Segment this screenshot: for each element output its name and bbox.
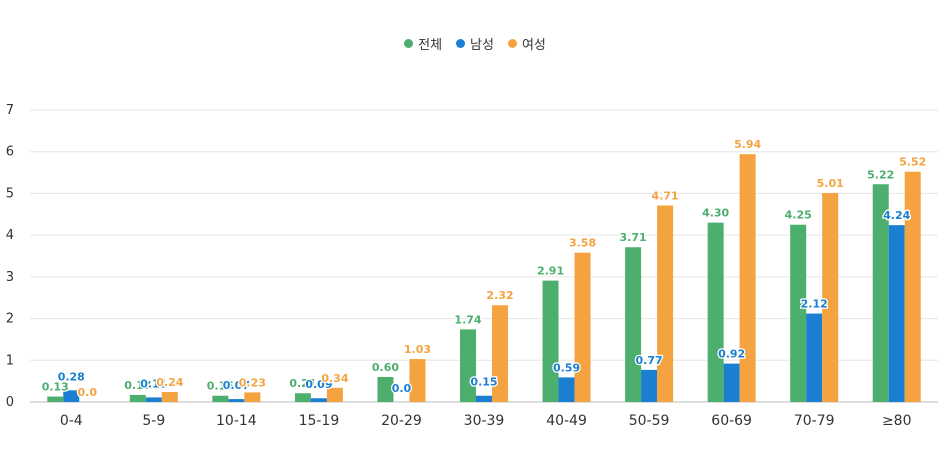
bar[interactable] [244,392,261,402]
data-label: 5.01 [817,177,844,190]
bar[interactable] [460,329,476,402]
data-label: 1.74 [454,313,481,326]
bar[interactable] [822,193,839,402]
y-tick-label: 5 [6,186,14,201]
bar[interactable] [739,154,756,402]
bar[interactable] [657,205,674,402]
bars [47,154,921,402]
bar[interactable] [145,397,162,402]
legend-swatch-male [456,39,466,48]
y-tick-label: 6 [6,145,14,160]
bar[interactable] [707,222,724,402]
x-tick-label: 30-39 [464,413,505,429]
y-tick-label: 0 [6,395,14,410]
bar[interactable] [326,387,343,402]
data-labels: 0.130.280.00.170.110.24 0.150.070.23 0.210… [40,137,927,400]
bar[interactable] [492,305,508,402]
y-tick-label: 1 [6,353,14,368]
data-label: 0.60 [372,361,399,374]
bar[interactable] [409,359,426,402]
data-label: 0.23 [239,376,266,389]
bar[interactable] [161,391,178,402]
data-label: 1.03 [404,343,431,356]
data-label: 4.71 [652,190,679,203]
data-label: 4.24 [883,209,910,222]
data-label: 0.11 [140,377,167,390]
bar[interactable] [228,399,245,402]
data-label: 5.22 [867,168,894,181]
x-tick-label: 50-59 [629,413,670,429]
data-label: 0.15 [207,380,234,393]
data-label: 3.71 [620,231,647,244]
legend-swatch-female [507,39,517,48]
data-label: 0.77 [636,354,663,367]
data-label: 0.34 [321,372,348,385]
y-axis: 0 1 2 3 4 5 6 7 [6,103,14,410]
data-label: 0.0 [78,386,98,399]
chart-legend: 전체 남성 여성 [0,34,950,53]
bar[interactable] [63,390,80,402]
bar[interactable] [625,247,642,402]
bar[interactable] [476,395,492,402]
bar[interactable] [806,313,823,402]
data-label: 0.24 [156,376,183,389]
bar[interactable] [377,376,394,402]
legend-swatch-total [404,39,414,48]
x-tick-label: 20-29 [381,413,422,429]
data-label: 0.13 [42,381,69,394]
y-tick-label: 7 [6,103,14,118]
legend-item-female[interactable]: 여성 [507,34,546,53]
bar[interactable] [542,280,559,402]
y-tick-label: 4 [6,228,14,243]
legend-label-male: 남성 [470,38,494,53]
bar[interactable] [294,393,311,402]
data-label: 5.52 [899,156,926,169]
bar[interactable] [904,171,921,402]
data-label: 2.32 [486,289,513,302]
bar[interactable] [641,369,658,402]
legend-label-total: 전체 [418,38,443,53]
y-tick-label: 2 [6,312,14,327]
bar[interactable] [723,363,740,402]
x-tick-label: 60-69 [711,413,752,429]
x-tick-label: 5-9 [142,413,165,429]
data-label: 0.15 [470,376,497,389]
data-label: 0.92 [718,348,745,361]
data-label: 4.25 [785,209,812,222]
data-label: 2.12 [801,298,828,311]
bar[interactable] [310,398,327,402]
data-label: 3.58 [569,237,596,250]
bar[interactable] [129,394,146,402]
grid-lines [30,109,938,403]
x-tick-label: 10-14 [216,413,257,429]
data-label: 0.17 [124,379,151,392]
data-label: 5.94 [734,138,761,151]
data-label: 0.28 [58,370,85,383]
bar[interactable] [574,252,591,402]
x-tick-label: 15-19 [299,413,340,429]
bar[interactable] [872,184,889,402]
x-tick-label: 40-49 [546,413,587,429]
legend-item-total[interactable]: 전체 [404,34,442,53]
data-label: 0.0 [392,382,412,395]
data-label: 0.59 [553,361,580,374]
data-label: 0.21 [289,377,316,390]
x-tick-label: 70-79 [794,413,835,429]
bar[interactable] [888,225,905,402]
data-label: 0.07 [223,379,250,392]
data-label: 4.30 [702,207,729,220]
x-axis: 0-4 5-9 10-14 15-19 20-29 30-39 40-49 50-59 60-6… [60,413,912,429]
bar[interactable] [558,377,575,402]
bar[interactable] [47,396,64,402]
data-label: 2.91 [537,265,564,278]
bar[interactable] [790,224,807,402]
legend-label-female: 여성 [521,38,546,53]
x-tick-label: 0-4 [60,413,83,429]
bar[interactable] [212,395,229,402]
legend-item-male[interactable]: 남성 [456,34,494,53]
y-tick-label: 3 [6,270,14,285]
x-tick-label: ≥80 [882,413,912,429]
data-label: 0.09 [305,378,332,391]
